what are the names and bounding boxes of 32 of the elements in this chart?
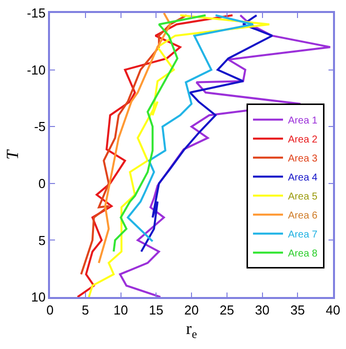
legend-label: Area 2 bbox=[288, 134, 318, 146]
y-tick-label: -5 bbox=[34, 119, 46, 134]
y-tick-label: 0 bbox=[38, 176, 46, 191]
x-tick-label: 20 bbox=[184, 302, 199, 318]
legend-label: Area 1 bbox=[288, 116, 318, 126]
x-tick-label: 35 bbox=[290, 302, 305, 318]
y-tick-label: -15 bbox=[26, 6, 46, 21]
x-axis-title: r$_{e}$ bbox=[186, 319, 197, 341]
legend-label: Area 8 bbox=[288, 248, 318, 260]
legend-label: Area 4 bbox=[288, 172, 318, 184]
line-series bbox=[80, 14, 188, 276]
x-tick-label: 25 bbox=[220, 302, 234, 318]
line-series bbox=[140, 14, 274, 253]
legend-label: Area 6 bbox=[288, 210, 318, 222]
x-tick-label: 5 bbox=[82, 302, 89, 318]
line-series bbox=[98, 13, 172, 264]
line-series bbox=[112, 14, 207, 253]
line-series bbox=[76, 14, 234, 297]
x-tick-label: 15 bbox=[148, 302, 164, 318]
line-series bbox=[88, 14, 270, 297]
x-tick-label: 10 bbox=[114, 302, 128, 318]
legend-label: Area 5 bbox=[288, 192, 318, 202]
line-series bbox=[119, 14, 332, 297]
y-tick-label: 10 bbox=[31, 290, 46, 305]
x-tick-label: 30 bbox=[255, 302, 270, 318]
y-tick-label: -10 bbox=[26, 62, 46, 78]
x-tick-label: 40 bbox=[326, 302, 340, 318]
y-axis-title: T bbox=[2, 148, 22, 160]
y-tick-label: 5 bbox=[38, 232, 46, 248]
legend-label: Area 7 bbox=[288, 230, 318, 240]
line-series bbox=[126, 14, 254, 242]
legend-label: Area 3 bbox=[288, 154, 318, 164]
